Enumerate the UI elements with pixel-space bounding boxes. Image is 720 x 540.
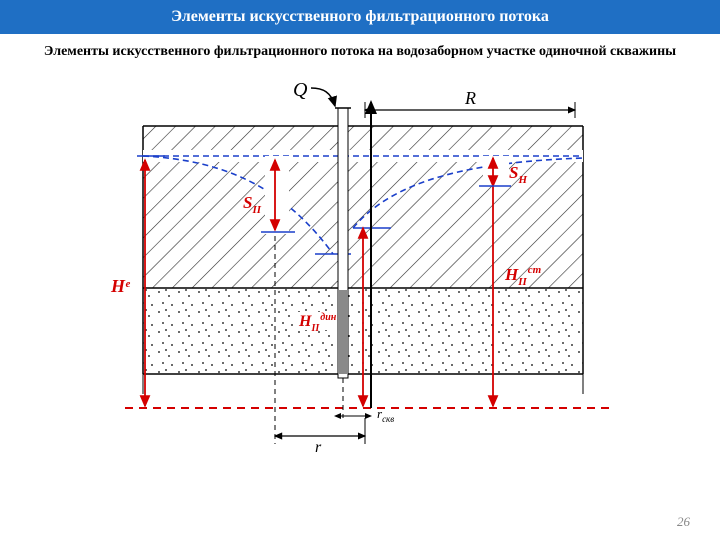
q-arrow bbox=[311, 88, 335, 106]
well-filter bbox=[338, 290, 348, 374]
label-Q: Q bbox=[293, 79, 308, 101]
slide-subtitle: Элементы искусственного фильтрационного … bbox=[40, 44, 680, 60]
header-title: Элементы искусственного фильтрационного … bbox=[171, 8, 549, 25]
slide-header: Элементы искусственного фильтрационного … bbox=[0, 0, 720, 34]
diagram: R Q Hᵉ HIIст SH SII HIIдин rскв r bbox=[75, 68, 645, 468]
page-number: 26 bbox=[677, 514, 690, 530]
label-r: r bbox=[315, 439, 322, 456]
label-He: Hᵉ bbox=[110, 276, 131, 296]
label-R: R bbox=[464, 88, 476, 108]
